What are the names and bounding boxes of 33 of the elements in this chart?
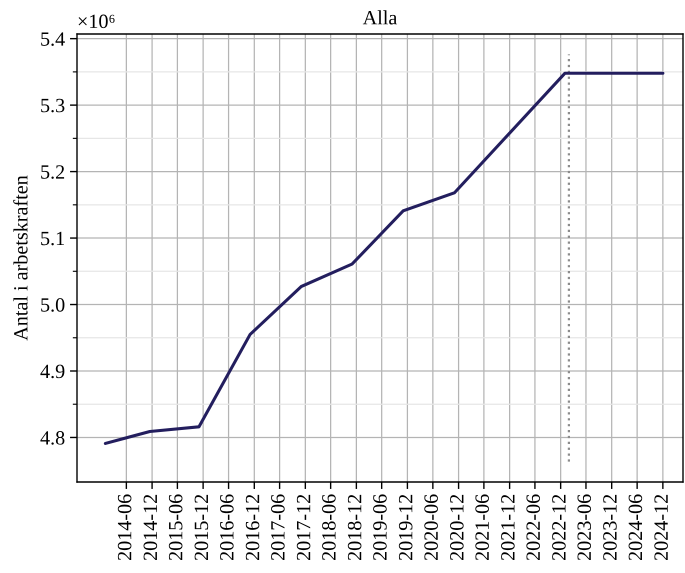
x-tick-label: 2021-12 — [501, 494, 515, 560]
x-tick-label: 2021-06 — [475, 494, 489, 560]
y-tick-label: 4.9 — [40, 364, 64, 378]
y-tick-label: 4.8 — [40, 431, 64, 445]
x-tick-label: 2023-12 — [603, 494, 617, 560]
x-tick-label: 2014-06 — [118, 494, 132, 560]
x-tick-label: 2017-12 — [296, 494, 310, 560]
x-tick-label: 2022-06 — [526, 494, 540, 560]
x-tick-label: 2024-12 — [654, 494, 668, 560]
y-axis-title: Antal i arbetskraften — [13, 176, 28, 341]
y-tick-label: 5.3 — [41, 98, 64, 112]
x-tick-label: 2015-06 — [168, 494, 182, 560]
y-tick-label: 5.1 — [41, 232, 64, 246]
x-tick-label: 2016-06 — [220, 494, 234, 560]
x-tick-label: 2014-12 — [144, 494, 158, 560]
y-tick-label: 5.2 — [41, 165, 64, 179]
x-tick-label: 2019-06 — [373, 494, 387, 560]
line-series — [104, 72, 664, 445]
x-tick-label: 2019-12 — [398, 494, 412, 560]
x-tick-label: 2020-06 — [424, 494, 438, 560]
x-tick-label: 2018-12 — [348, 494, 362, 560]
y-tick-label: 5.0 — [41, 298, 64, 312]
chart-title: Alla — [362, 10, 398, 24]
x-tick-label: 2024-06 — [628, 494, 642, 560]
x-tick-label: 2015-12 — [194, 494, 208, 560]
x-tick-label: 2022-12 — [552, 494, 566, 560]
text: ×10⁶ — [78, 14, 115, 28]
x-tick-label: 2016-12 — [246, 494, 260, 560]
x-tick-label: 2020-12 — [450, 494, 464, 560]
x-tick-label: 2023-06 — [577, 494, 592, 560]
x-tick-label: 2018-06 — [322, 494, 336, 560]
x-tick-label: 2017-06 — [271, 494, 285, 560]
y-tick-label: 5.4 — [41, 32, 65, 46]
